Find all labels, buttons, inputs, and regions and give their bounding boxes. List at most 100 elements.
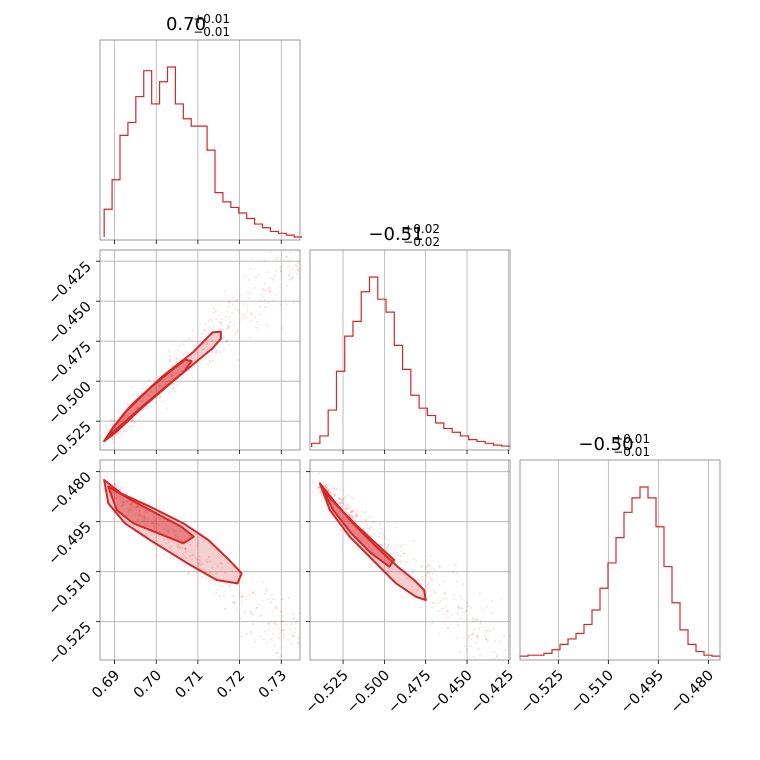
- scatter-point: [146, 520, 149, 523]
- scatter-point: [145, 405, 149, 408]
- scatter-point: [343, 507, 347, 510]
- scatter-point: [142, 397, 145, 401]
- scatter-point: [273, 644, 277, 647]
- scatter-point: [175, 361, 178, 364]
- scatter-point: [284, 297, 288, 300]
- scatter-point: [378, 532, 381, 535]
- scatter-point: [471, 632, 474, 635]
- scatter-point: [115, 496, 118, 500]
- scatter-point: [202, 568, 205, 571]
- scatter-point: [236, 309, 240, 312]
- scatter-point: [263, 259, 266, 262]
- scatter-point: [345, 505, 348, 508]
- scatter-point: [231, 569, 234, 572]
- scatter-point: [214, 548, 217, 552]
- scatter-point: [336, 509, 339, 512]
- scatter-point: [478, 627, 481, 630]
- scatter-point: [350, 514, 354, 517]
- scatter-point: [257, 274, 260, 277]
- scatter-point: [269, 250, 272, 254]
- scatter-point: [368, 565, 371, 568]
- scatter-point: [121, 500, 124, 504]
- scatter-point: [154, 389, 158, 392]
- scatter-point: [227, 300, 230, 303]
- scatter-point: [471, 617, 475, 620]
- scatter-point: [198, 555, 201, 558]
- scatter-point: [159, 384, 162, 387]
- scatter-point: [419, 606, 422, 609]
- scatter-point: [334, 493, 337, 496]
- scatter-point: [283, 633, 286, 636]
- scatter-point: [155, 517, 158, 520]
- scatter-point: [167, 529, 170, 532]
- scatter-point: [179, 530, 182, 533]
- scatter-point: [262, 288, 265, 291]
- scatter-point: [111, 490, 114, 493]
- scatter-point: [224, 316, 228, 319]
- scatter-point: [276, 627, 280, 631]
- scatter-point: [492, 627, 495, 630]
- scatter-point: [402, 552, 405, 555]
- scatter-point: [149, 501, 152, 504]
- scatter-point: [371, 526, 374, 529]
- scatter-point: [185, 556, 188, 559]
- scatter-point: [126, 507, 129, 510]
- scatter-point: [176, 383, 179, 386]
- scatter-point: [290, 623, 293, 626]
- scatter-point: [279, 610, 283, 613]
- scatter-point: [176, 546, 180, 549]
- scatter-point: [349, 509, 353, 512]
- scatter-point: [120, 420, 123, 423]
- scatter-point: [251, 590, 255, 594]
- scatter-point: [327, 489, 330, 492]
- scatter-point: [218, 321, 221, 324]
- scatter-point: [222, 336, 225, 340]
- scatter-point: [465, 601, 469, 604]
- scatter-point: [234, 332, 237, 335]
- scatter-point: [345, 511, 348, 514]
- scatter-point: [343, 495, 346, 499]
- scatter-point: [488, 629, 491, 632]
- scatter-point: [245, 632, 248, 635]
- scatter-point: [137, 517, 140, 520]
- scatter-point: [143, 511, 146, 514]
- scatter-point: [228, 584, 231, 587]
- scatter-point: [230, 312, 233, 315]
- scatter-point: [293, 617, 296, 620]
- scatter-point: [120, 486, 123, 490]
- scatter-point: [172, 382, 176, 385]
- scatter-point: [485, 638, 488, 641]
- scatter-point: [399, 571, 402, 574]
- scatter-point: [288, 269, 291, 272]
- scatter-point: [264, 305, 267, 309]
- scatter-point: [351, 510, 354, 513]
- scatter-point: [289, 251, 292, 254]
- scatter-point: [220, 318, 223, 321]
- scatter-point: [281, 614, 284, 617]
- scatter-point: [169, 546, 172, 549]
- scatter-point: [192, 376, 195, 379]
- scatter-point: [279, 303, 282, 306]
- scatter-point: [207, 555, 210, 558]
- scatter-point: [327, 483, 330, 486]
- scatter-point: [262, 599, 265, 602]
- scatter-point: [467, 636, 470, 639]
- scatter-point: [276, 606, 279, 610]
- scatter-point: [149, 405, 152, 408]
- scatter-point: [241, 316, 244, 319]
- scatter-point: [182, 552, 185, 556]
- scatter-point: [175, 357, 178, 361]
- scatter-point: [121, 504, 124, 507]
- scatter-point: [115, 496, 118, 499]
- scatter-point: [145, 509, 149, 512]
- scatter-point: [237, 329, 240, 332]
- scatter-point: [452, 570, 455, 574]
- scatter-point: [228, 301, 231, 304]
- scatter-point: [416, 589, 419, 592]
- histogram-title: 0.70: [166, 14, 206, 35]
- scatter-point: [355, 512, 359, 515]
- scatter-point: [346, 503, 349, 506]
- scatter-point: [362, 527, 365, 530]
- scatter-point: [115, 485, 118, 488]
- scatter-point: [470, 638, 473, 641]
